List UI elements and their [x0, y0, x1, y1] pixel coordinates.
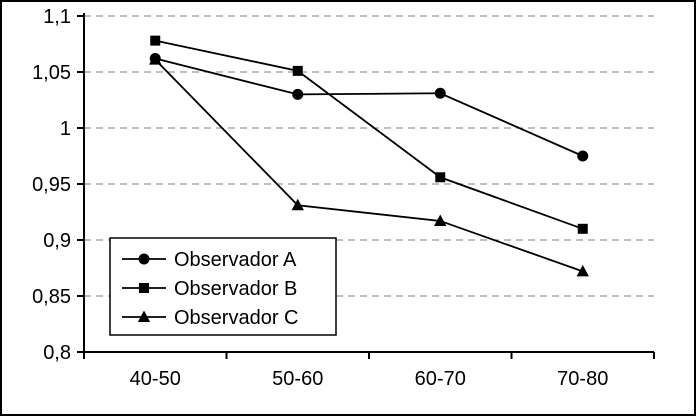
- data-point-triangle: [137, 310, 151, 322]
- y-tick-label: 0,95: [32, 174, 71, 196]
- y-tick-label: 1,1: [43, 6, 71, 28]
- data-point-triangle: [576, 264, 589, 277]
- x-tick-label: 70-80: [557, 368, 608, 390]
- data-point-square: [577, 223, 588, 234]
- y-tick-label: 0,85: [32, 286, 71, 308]
- data-point-square: [139, 283, 149, 293]
- y-tick-label: 1,05: [32, 62, 71, 84]
- y-tick-label: 0,8: [43, 342, 71, 364]
- y-tick-label: 1: [60, 118, 71, 140]
- series-line: [154, 59, 584, 273]
- x-tick-label: 60-70: [415, 368, 466, 390]
- data-point-square: [150, 35, 161, 46]
- legend-label: Observador B: [174, 278, 297, 300]
- x-tick-label: 50-60: [272, 368, 323, 390]
- data-point-triangle: [291, 198, 304, 211]
- data-point-triangle: [149, 53, 162, 65]
- data-point-circle: [434, 87, 446, 99]
- data-point-circle: [577, 150, 589, 162]
- data-point-circle: [138, 253, 150, 265]
- data-point-circle: [292, 88, 304, 100]
- y-tick-label: 0,9: [43, 230, 71, 252]
- data-point-square: [435, 172, 446, 183]
- legend-label: Observador C: [174, 307, 299, 329]
- series-line: [155, 39, 584, 230]
- legend-label: Observador A: [174, 249, 297, 271]
- series-line: [155, 57, 584, 157]
- data-point-triangle: [434, 214, 447, 226]
- x-tick-label: 40-50: [130, 368, 181, 390]
- data-point-square: [292, 65, 303, 76]
